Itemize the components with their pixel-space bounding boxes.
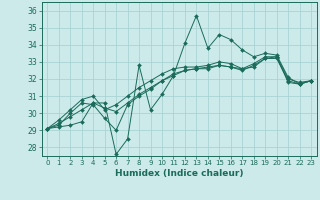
X-axis label: Humidex (Indice chaleur): Humidex (Indice chaleur)	[115, 169, 244, 178]
